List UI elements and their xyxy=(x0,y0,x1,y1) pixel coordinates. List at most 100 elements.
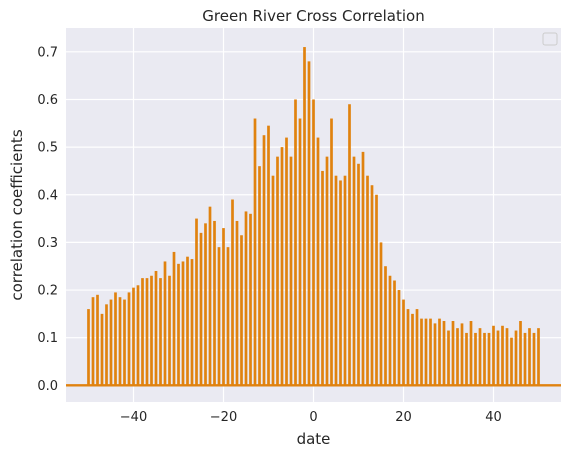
bar xyxy=(402,299,405,386)
bar xyxy=(298,118,302,386)
x-tick-label: 40 xyxy=(485,410,502,425)
bar xyxy=(150,275,153,386)
legend-box xyxy=(542,32,558,46)
bar xyxy=(456,328,459,386)
bar xyxy=(154,270,158,386)
bar xyxy=(132,287,135,386)
bar xyxy=(510,337,513,386)
x-tick-label: −40 xyxy=(120,410,147,425)
bar xyxy=(501,325,504,386)
bar xyxy=(303,47,306,386)
bar xyxy=(406,309,410,386)
bar xyxy=(159,278,162,386)
bar xyxy=(348,104,351,386)
bar xyxy=(177,263,180,386)
bar xyxy=(411,313,414,386)
bar xyxy=(325,156,329,386)
bar xyxy=(415,309,419,386)
bar xyxy=(262,135,266,386)
y-tick-label: 0.3 xyxy=(37,236,58,251)
bar xyxy=(289,156,293,386)
bar xyxy=(186,256,189,386)
x-tick-label: 0 xyxy=(309,410,317,425)
bar xyxy=(226,247,230,386)
bar xyxy=(258,166,261,386)
bar xyxy=(519,321,522,386)
bar xyxy=(222,228,225,386)
y-tick-label: 0.0 xyxy=(37,379,58,394)
bar xyxy=(181,261,185,386)
bar xyxy=(199,232,203,386)
bar xyxy=(375,194,378,386)
bar xyxy=(451,321,455,386)
y-tick-label: 0.6 xyxy=(37,93,58,108)
bar xyxy=(280,147,284,386)
bar xyxy=(217,247,221,386)
bar xyxy=(213,220,216,386)
y-tick-label: 0.7 xyxy=(37,45,58,60)
bar xyxy=(91,297,95,386)
bar xyxy=(163,261,167,386)
bar xyxy=(316,137,320,386)
bar xyxy=(195,218,198,386)
bar xyxy=(240,235,243,386)
chart-title: Green River Cross Correlation xyxy=(202,7,424,25)
bar xyxy=(469,321,473,386)
bar xyxy=(334,175,338,386)
bar xyxy=(478,328,482,386)
bar xyxy=(465,332,468,386)
bar xyxy=(532,332,536,386)
bar xyxy=(145,278,149,386)
bar xyxy=(136,285,140,386)
bar xyxy=(343,175,347,386)
bar xyxy=(312,99,315,386)
bar xyxy=(442,321,446,386)
bar xyxy=(100,313,104,386)
bar xyxy=(235,220,239,386)
bar xyxy=(352,156,356,386)
bar xyxy=(208,206,212,386)
bar xyxy=(204,223,207,386)
bar xyxy=(172,251,176,386)
bar xyxy=(267,125,270,386)
bar xyxy=(496,330,500,386)
y-tick-label: 0.1 xyxy=(37,331,58,346)
bar xyxy=(339,180,342,386)
bar xyxy=(388,275,392,386)
bar xyxy=(244,211,248,386)
bar xyxy=(424,318,428,386)
bar xyxy=(330,118,333,386)
y-tick-labels: 0.0 0.1 0.2 0.3 0.4 0.5 0.6 0.7 xyxy=(37,45,58,394)
bar xyxy=(168,275,171,386)
bar xyxy=(294,99,297,386)
bar xyxy=(429,318,432,386)
bar xyxy=(127,292,131,386)
y-tick-label: 0.2 xyxy=(37,284,58,299)
bar xyxy=(420,318,423,386)
bar xyxy=(123,299,126,386)
bar xyxy=(253,118,257,386)
bar xyxy=(87,309,90,386)
y-tick-label: 0.5 xyxy=(37,141,58,156)
bar xyxy=(492,325,495,386)
bar xyxy=(321,170,324,386)
bar xyxy=(514,330,518,386)
bar xyxy=(114,292,117,386)
bar xyxy=(433,323,437,386)
y-axis-title: correlation coefficients xyxy=(8,129,26,300)
x-tick-labels: −40 −20 0 20 40 xyxy=(120,410,502,425)
bar xyxy=(487,332,491,386)
bar xyxy=(276,156,279,386)
bar xyxy=(118,297,122,386)
bar xyxy=(271,175,275,386)
bar xyxy=(357,163,360,386)
bar xyxy=(285,137,288,386)
bar-series xyxy=(87,47,540,386)
bar xyxy=(438,318,441,386)
bar xyxy=(370,185,374,386)
bar xyxy=(393,280,396,386)
bar xyxy=(505,328,509,386)
bar xyxy=(483,332,486,386)
bar xyxy=(397,290,401,386)
